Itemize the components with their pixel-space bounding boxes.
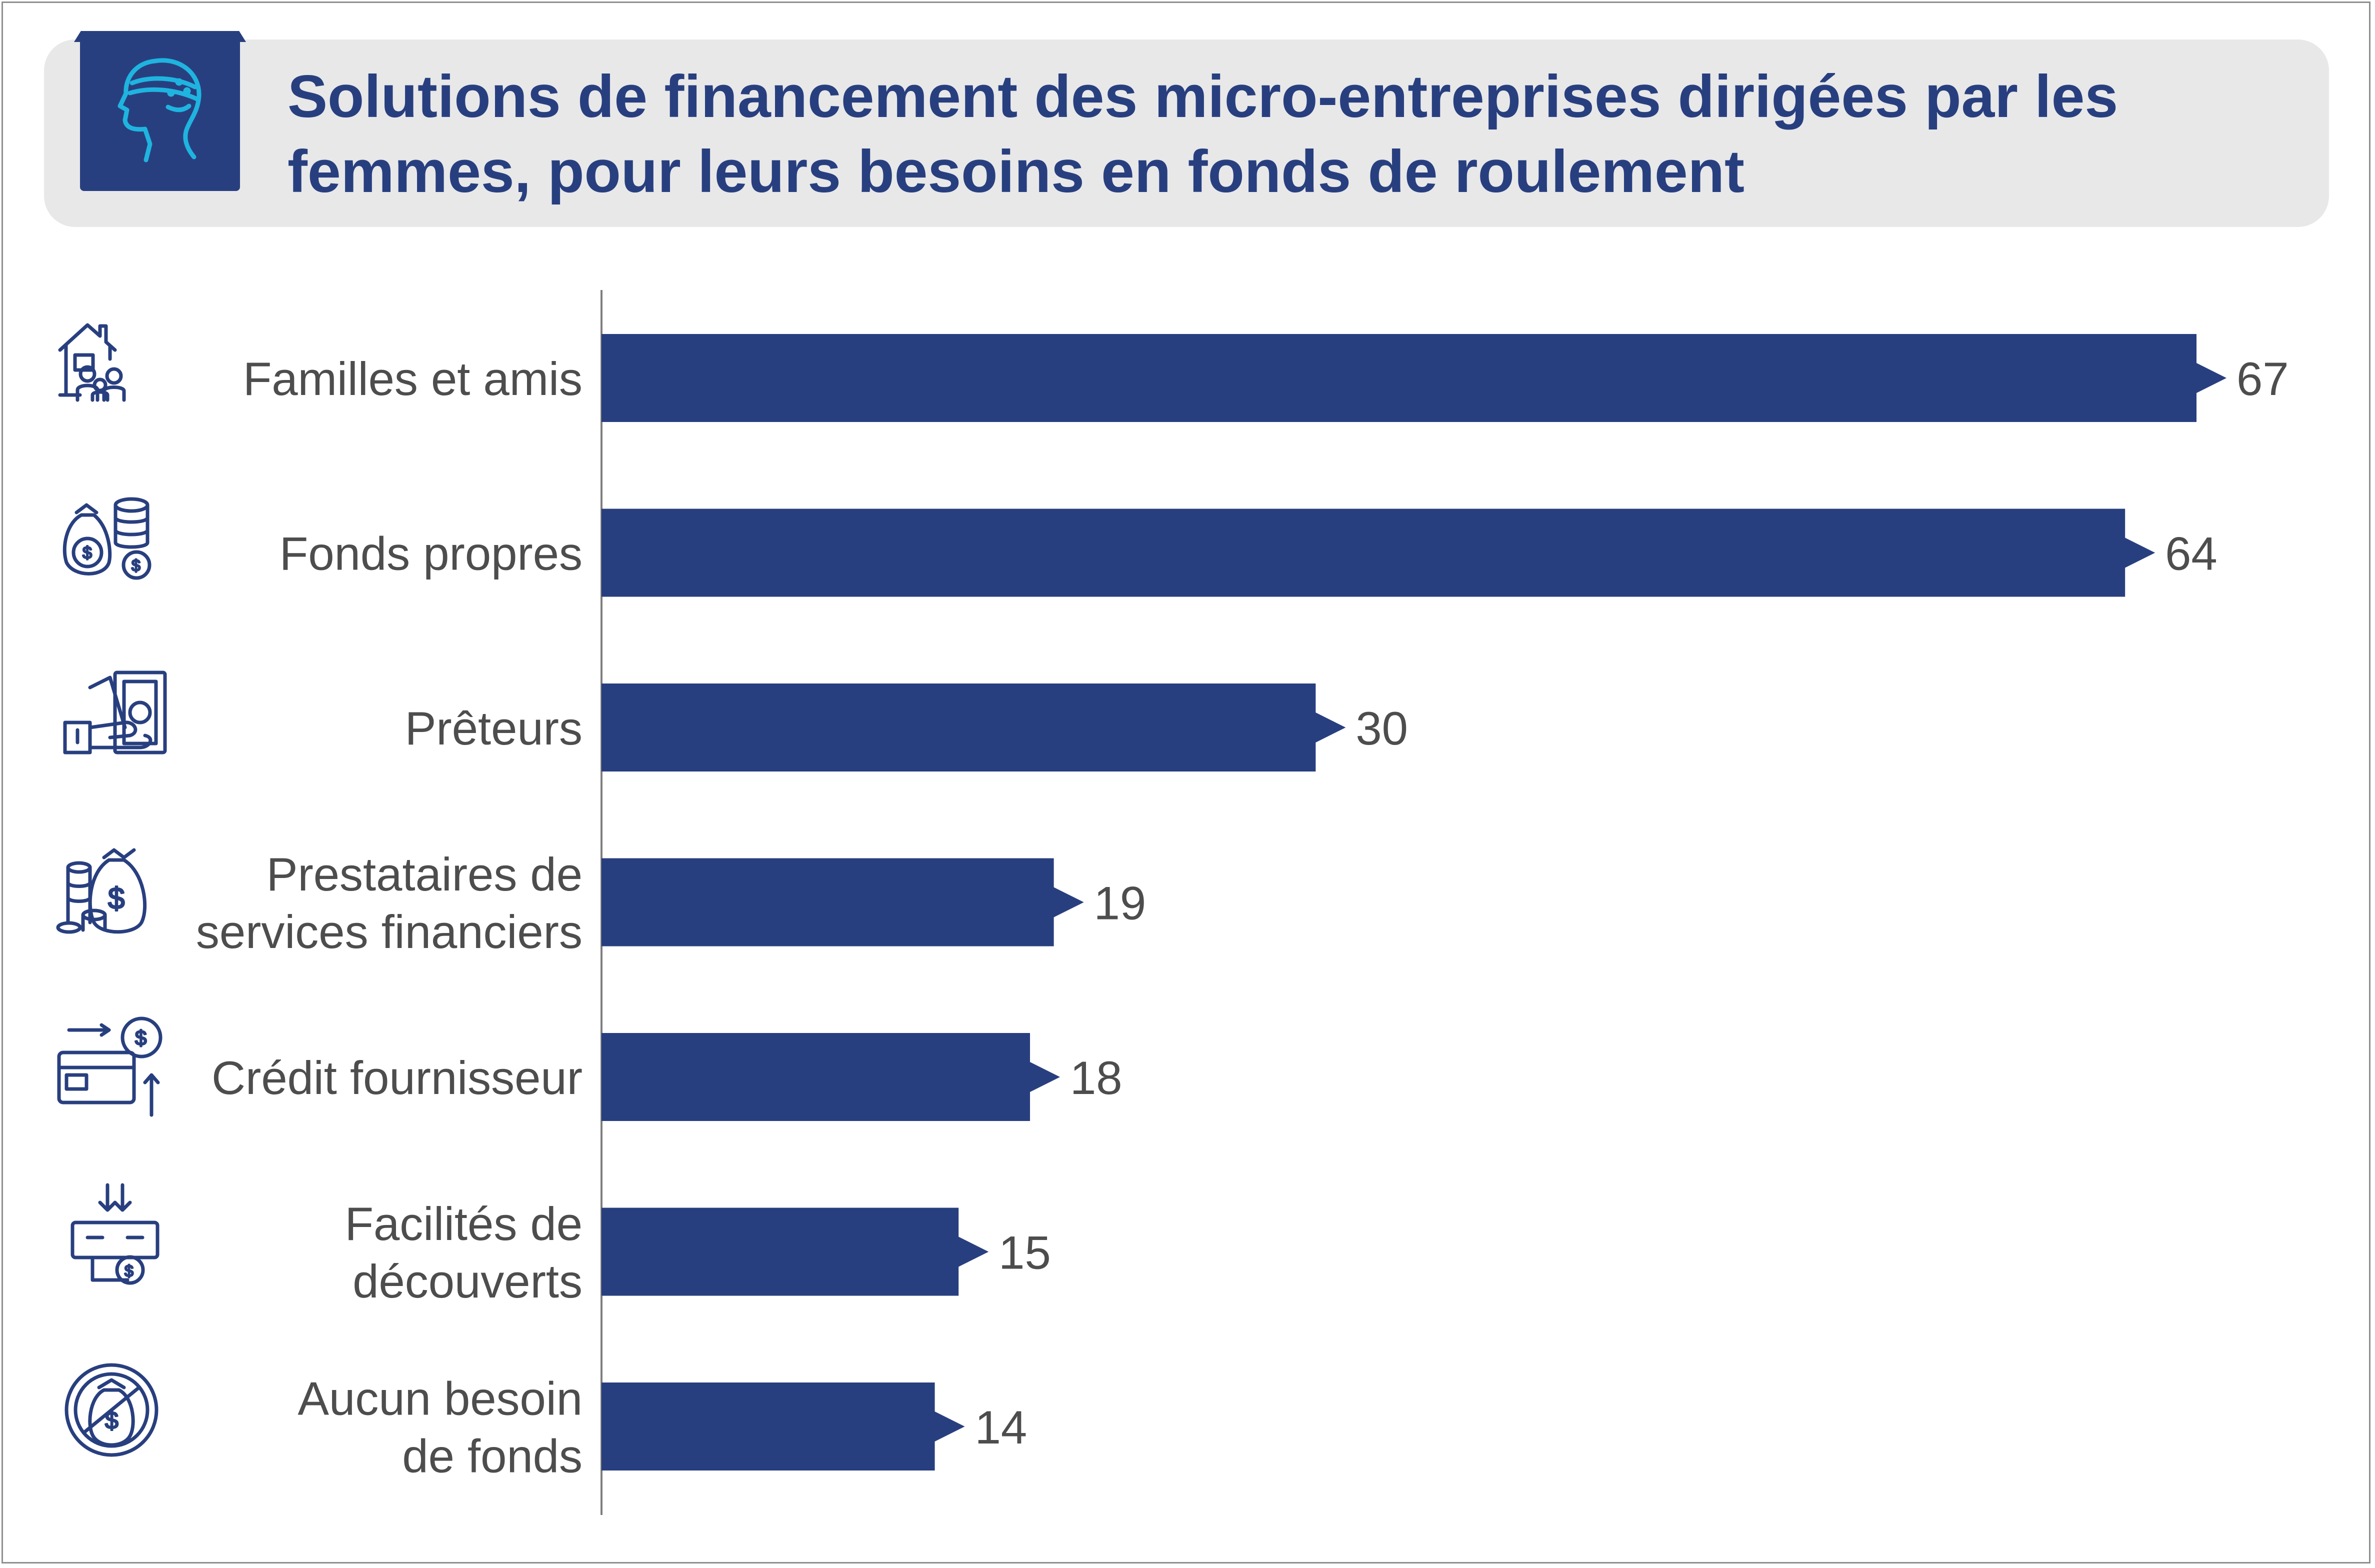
svg-text:$: $ — [108, 882, 124, 915]
value-label-2: 64 — [2165, 528, 2218, 580]
bar-3 — [602, 684, 1346, 772]
family-house-icon — [58, 323, 126, 402]
bar-2 — [602, 508, 2156, 597]
chart-title: Solutions de financement des micro-entre… — [288, 63, 2118, 205]
bar-5 — [602, 1033, 1060, 1121]
category-label-7: Aucun besoin de fonds — [298, 1372, 582, 1482]
category-label-4: Prestataires de services financiers — [196, 848, 582, 958]
category-label-5: Crédit fournisseur — [212, 1052, 582, 1104]
svg-text:$: $ — [135, 1026, 146, 1050]
atm-withdrawal-icon: $ — [70, 1183, 160, 1285]
svg-text:$: $ — [82, 544, 92, 562]
bar-7 — [602, 1382, 965, 1470]
value-label-5: 18 — [1070, 1052, 1122, 1104]
no-money-bag-icon: $ — [64, 1363, 158, 1457]
lender-hand-cash-icon — [63, 670, 167, 754]
svg-text:$: $ — [124, 1262, 134, 1280]
value-label-6: 15 — [998, 1226, 1051, 1279]
card-transfer-icon: $ — [57, 1016, 162, 1117]
title-banner — [44, 40, 2329, 227]
value-label-4: 19 — [1094, 877, 1146, 930]
bar-6 — [602, 1208, 989, 1296]
category-label-2: Fonds propres — [280, 528, 582, 580]
money-bag-coins-icon: $$ — [62, 497, 152, 580]
svg-text:$: $ — [132, 556, 140, 574]
value-label-1: 67 — [2236, 352, 2289, 405]
category-label-6: Facilités de découverts — [345, 1198, 582, 1308]
value-label-3: 30 — [1356, 702, 1408, 754]
category-label-1: Familles et amis — [243, 352, 582, 405]
value-label-7: 14 — [975, 1401, 1028, 1454]
category-label-3: Prêteurs — [405, 702, 582, 754]
money-bag-coin-stack-icon: $ — [56, 848, 147, 934]
bar-1 — [602, 334, 2226, 422]
bar-4 — [602, 858, 1084, 946]
woman-profile-icon — [80, 31, 240, 191]
